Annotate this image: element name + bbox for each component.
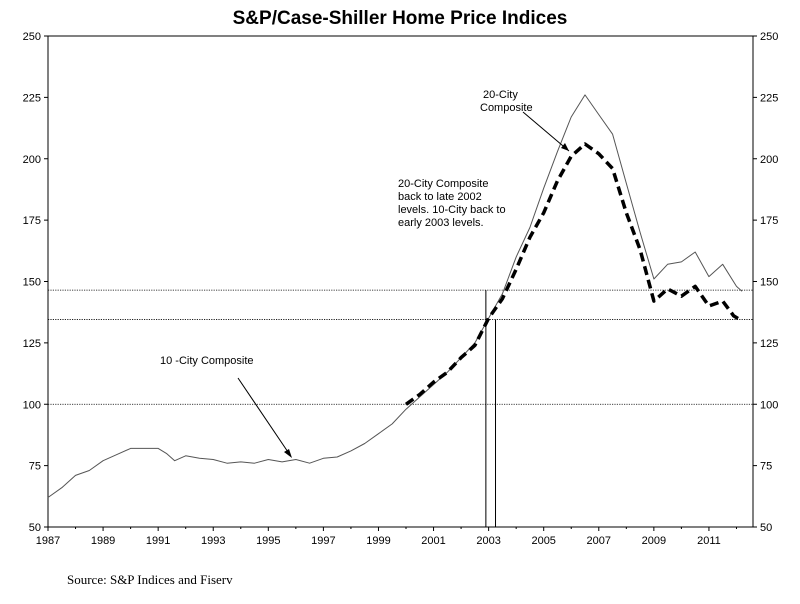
annotation-10-city-arrow [237,377,291,456]
y-tick-label-right-175: 175 [760,215,778,227]
annotation-20-city-label: 20-City Composite [480,89,533,114]
annotation-20-city-arrowhead [561,143,569,151]
y-tick-label-left-50: 50 [29,522,41,534]
x-tick-label-1993: 1993 [201,535,225,547]
y-tick-label-left-250: 250 [23,31,41,43]
x-tick-label-2009: 2009 [642,535,666,547]
annotation-10-city-label: 10 -City Composite [160,355,254,367]
annotation-back-line-4: early 2003 levels. [398,217,484,229]
series-line-20-city [404,142,743,406]
annotation-20-city-line-1: 20-City [483,89,518,101]
x-tick-label-1989: 1989 [91,535,115,547]
annotation-20-city-arrow [522,111,570,152]
y-tick-label-right-225: 225 [760,92,778,104]
x-tick-label-1995: 1995 [256,535,280,547]
y-tick-label-right-150: 150 [760,277,778,289]
y-tick-label-right-50: 50 [760,522,772,534]
x-tick-label-1987: 1987 [36,535,60,547]
x-tick-label-2001: 2001 [421,535,445,547]
source-note: Source: S&P Indices and Fiserv [67,572,233,587]
annotation-back-line-2: back to late 2002 [398,191,482,203]
x-tick-label-2007: 2007 [587,535,611,547]
x-tick-label-2003: 2003 [476,535,500,547]
series-layer [47,94,743,498]
vertical-markers [485,290,497,527]
y-tick-label-left-200: 200 [23,154,41,166]
y-tick-label-right-75: 75 [760,461,772,473]
y-tick-label-left-150: 150 [23,277,41,289]
x-tick-label-1999: 1999 [366,535,390,547]
y-tick-label-left-75: 75 [29,461,41,473]
x-tick-label-1997: 1997 [311,535,335,547]
ticks-layer: 50 50 75 75 100 100 125 125 150 150 175 175 200 200 22… [23,31,779,547]
reference-lines [48,289,753,405]
series-line-10-city [47,94,743,498]
x-tick-label-1991: 1991 [146,535,170,547]
annotation-back-to-levels: 20-City Composite back to late 2002 leve… [398,178,506,229]
x-tick-label-2005: 2005 [531,535,555,547]
y-tick-label-left-100: 100 [23,399,41,411]
annotation-10-city-arrowhead [284,449,292,458]
y-tick-label-left-175: 175 [23,215,41,227]
x-tick-label-2011: 2011 [697,535,721,547]
annotation-back-line-3: levels. 10-City back to [398,204,506,216]
y-tick-label-right-100: 100 [760,399,778,411]
y-tick-label-right-200: 200 [760,154,778,166]
chart-title: S&P/Case-Shiller Home Price Indices [233,8,568,29]
y-tick-label-right-250: 250 [760,31,778,43]
annotation-back-line-1: 20-City Composite [398,178,488,190]
y-tick-label-left-225: 225 [23,92,41,104]
annotation-20-city-line-2: Composite [480,102,533,114]
y-tick-label-right-125: 125 [760,338,778,350]
y-tick-label-left-125: 125 [23,338,41,350]
